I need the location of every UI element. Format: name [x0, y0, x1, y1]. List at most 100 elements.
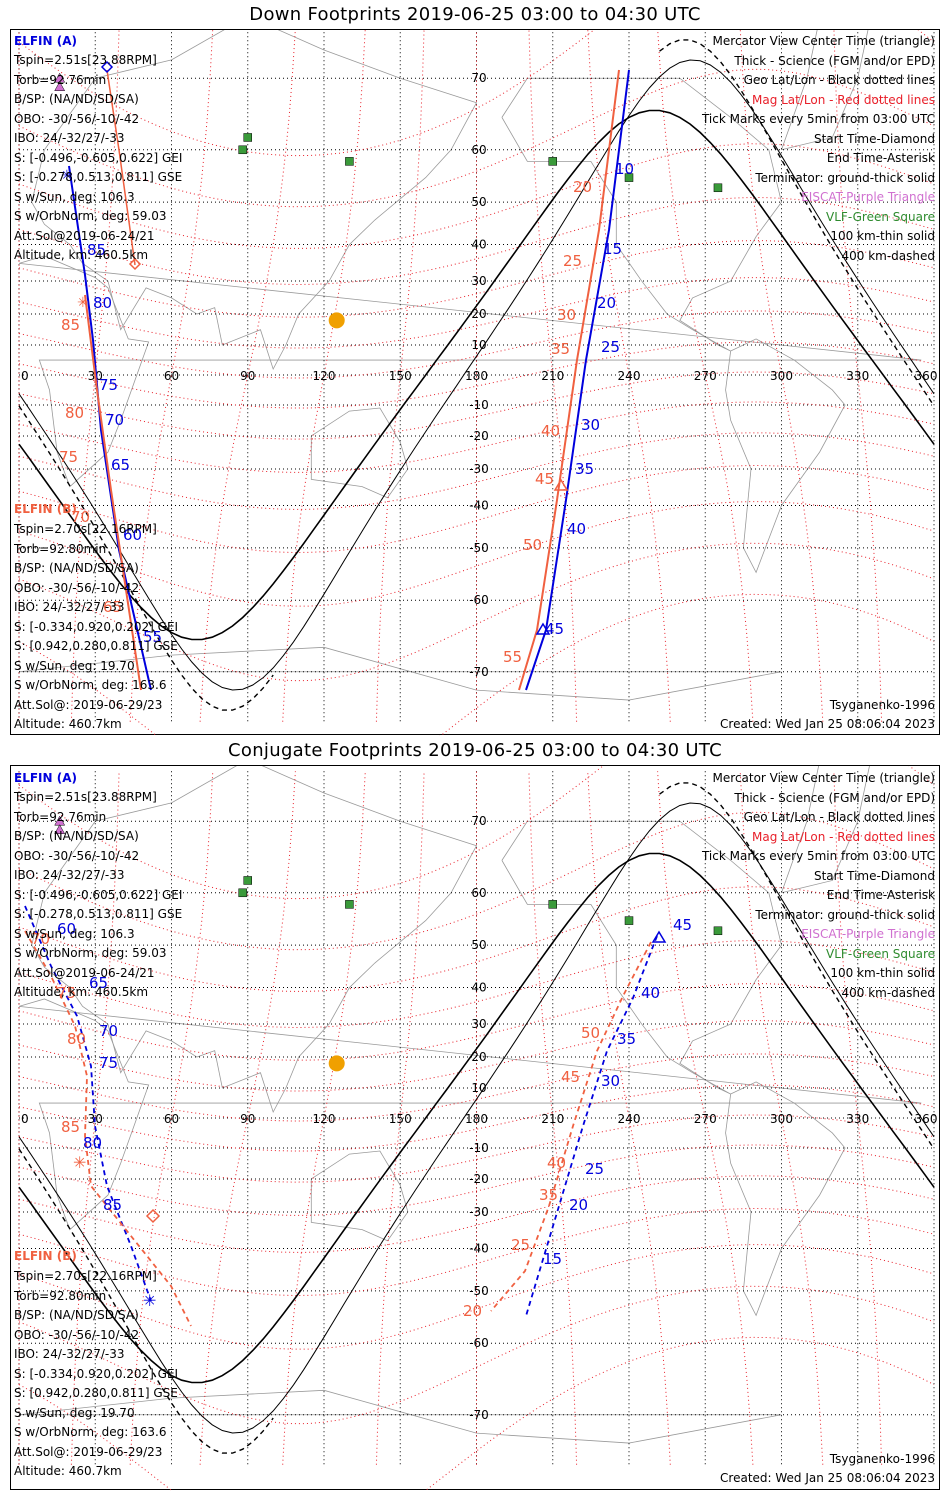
geo-grid — [18, 30, 935, 722]
lon-tick-label: 210 — [541, 1112, 564, 1126]
lat-tick-label: 50 — [471, 195, 486, 209]
elfin-a-tick-label: 35 — [617, 1030, 636, 1048]
param-line: S: [-0.334,0.920,0.202] GEI — [14, 619, 179, 634]
elfin-a-header: ELFIN (A) — [14, 34, 77, 48]
param-line: S: [-0.278,0.513,0.811] GSE — [14, 907, 183, 921]
elfin-b-track — [84, 294, 142, 691]
legend-entry: Terminator: ground-thick solid — [755, 170, 935, 185]
conjugate-panel-title: Conjugate Footprints 2019-06-25 03:00 to… — [228, 740, 722, 761]
vlf-square-icon — [548, 900, 557, 909]
lat-tick-label: -10 — [469, 398, 489, 412]
elfin-a-tick-label: 70 — [99, 1022, 118, 1040]
lon-tick-label: 180 — [465, 1112, 488, 1126]
param-line: OBO: -30/-56/-10/-42 — [14, 1327, 140, 1342]
lat-tick-label: -20 — [469, 1172, 489, 1186]
elfin-b-tick-label: 80 — [65, 404, 84, 422]
legend-entry: 100 km-thin solid — [830, 966, 935, 980]
mag-meridian — [739, 771, 824, 1465]
elfin-a-header: ELFIN (A) — [14, 771, 77, 785]
legend-entry: 400 km-dashed — [841, 248, 935, 263]
terminator-400km — [18, 39, 935, 711]
start-diamond-icon — [128, 257, 142, 271]
lat-tick-label: -20 — [469, 429, 489, 443]
continent — [781, 30, 869, 151]
elfin-a-tick-label: 20 — [597, 294, 616, 312]
lat-tick-label: -30 — [469, 1205, 489, 1219]
mag-parallel — [18, 1084, 935, 1152]
created-label: Created: Wed Jan 25 08:06:04 2023 — [720, 717, 935, 731]
mag-meridian — [129, 771, 214, 1465]
lat-tick-label: 60 — [471, 886, 486, 900]
elfin-a-tick-label: 25 — [585, 1160, 604, 1178]
terminator-400km — [18, 782, 935, 1454]
mag-meridian — [739, 30, 824, 722]
elfin-b-tick-label: 80 — [67, 1030, 86, 1048]
vlf-square-icon — [345, 157, 354, 166]
elfin-b-header: ELFIN (B) — [14, 502, 77, 516]
lon-tick-label: 360 — [915, 369, 938, 383]
lon-tick-label: 120 — [313, 369, 336, 383]
vlf-square-icon — [238, 888, 247, 898]
param-line: Altitude: 460.7km — [14, 717, 122, 731]
param-line: Tspin=2.51s[23.88RPM] — [14, 790, 157, 804]
elfin-b-tick-label: 50 — [581, 1024, 600, 1042]
legend-entry: Thick - Science (FGM and/or EPD) — [734, 790, 935, 805]
elfin-a-tick-label: 85 — [87, 241, 106, 259]
center-triangle-icon — [651, 930, 667, 943]
elfin-b-tick-label: 40 — [541, 422, 560, 440]
elfin-a-params: Tspin=2.51s[23.88RPM] Torb=92.76min B/SP: … — [14, 51, 182, 266]
elfin-a-tick-label: 45 — [673, 916, 692, 934]
lat-tick-label: -50 — [469, 1284, 489, 1298]
elfin-a-tick-label: 15 — [603, 240, 622, 258]
elfin-a-tick-label: 75 — [99, 376, 118, 394]
end-asterisk-icon: ✳ — [143, 1291, 156, 1310]
param-line: Torb=92.80min — [14, 1288, 107, 1303]
continent — [725, 338, 846, 574]
mag-meridian — [587, 771, 671, 1465]
lon-tick-label: 0 — [21, 1112, 29, 1126]
lon-tick-label: 300 — [770, 369, 793, 383]
param-line: IBO: 24/-32/27/-33 — [14, 868, 125, 882]
mag-parallel — [18, 1285, 935, 1425]
elfin-b-header: ELFIN (B) — [14, 1249, 77, 1263]
model-label: Tsyganenko-1996 — [829, 1452, 935, 1466]
down-footprints-map: 0 30 60 90 120 150 180 210 240 270 300 330 360 70 60 50… — [10, 29, 940, 736]
lat-tick-label: -70 — [469, 1408, 489, 1422]
elfin-a-tick-label: 65 — [89, 974, 108, 992]
lat-tick-label: 70 — [471, 814, 486, 828]
map-legend: Mercator View Center Time (triangle) Thic… — [702, 769, 935, 1003]
mag-grid — [18, 766, 935, 1491]
lon-tick-label: 120 — [313, 1112, 336, 1126]
param-line: Torb=92.76min — [14, 72, 107, 87]
down-panel-title: Down Footprints 2019-06-25 03:00 to 04:3… — [249, 4, 701, 25]
vlf-square-icon — [624, 916, 634, 925]
param-line: Torb=92.80min — [14, 541, 107, 556]
continent — [31, 766, 478, 1114]
mag-parallel — [18, 464, 935, 554]
param-line: Altitude, km: 460.5km — [14, 985, 149, 999]
legend-entry: VLF-Green Square — [826, 946, 935, 961]
elfin-b-params: Tspin=2.70s[22.16RPM] Torb=92.80min B/SP: … — [14, 520, 178, 735]
map-legend: Mercator View Center Time (triangle) Thic… — [702, 32, 935, 266]
lon-tick-label: 60 — [164, 369, 179, 383]
mag-parallel — [18, 1144, 935, 1216]
elfin-b-tick-label: 55 — [503, 648, 522, 666]
legend-entry: Tick Marks every 5min from 03:00 UTC — [701, 849, 935, 863]
end-asterisk-icon: ✳ — [61, 168, 73, 184]
lon-tick-label: 300 — [770, 1112, 793, 1126]
param-line: S w/Sun, deg: 19.70 — [14, 658, 135, 673]
lat-tick-label: -60 — [469, 593, 489, 607]
param-line: IBO: 24/-32/27/-33 — [14, 600, 125, 614]
mag-parallel — [18, 886, 935, 992]
elfin-b-tick-label: 25 — [511, 1236, 530, 1254]
param-line: S: [-0.496,-0.605,0.622] GEI — [14, 887, 183, 902]
lon-tick-label: 60 — [164, 1112, 179, 1126]
lon-tick-label: 270 — [694, 369, 717, 383]
lon-tick-label: 90 — [240, 369, 255, 383]
mag-parallel — [18, 1053, 935, 1122]
param-line: S w/OrbNorm, deg: 163.6 — [14, 678, 167, 692]
param-line: B/SP: (NA/ND/SD/SA) — [14, 829, 139, 843]
vlf-square-icon — [238, 145, 247, 155]
end-asterisk-icon: ✳ — [73, 1153, 86, 1172]
lon-tick-label: 240 — [618, 369, 641, 383]
